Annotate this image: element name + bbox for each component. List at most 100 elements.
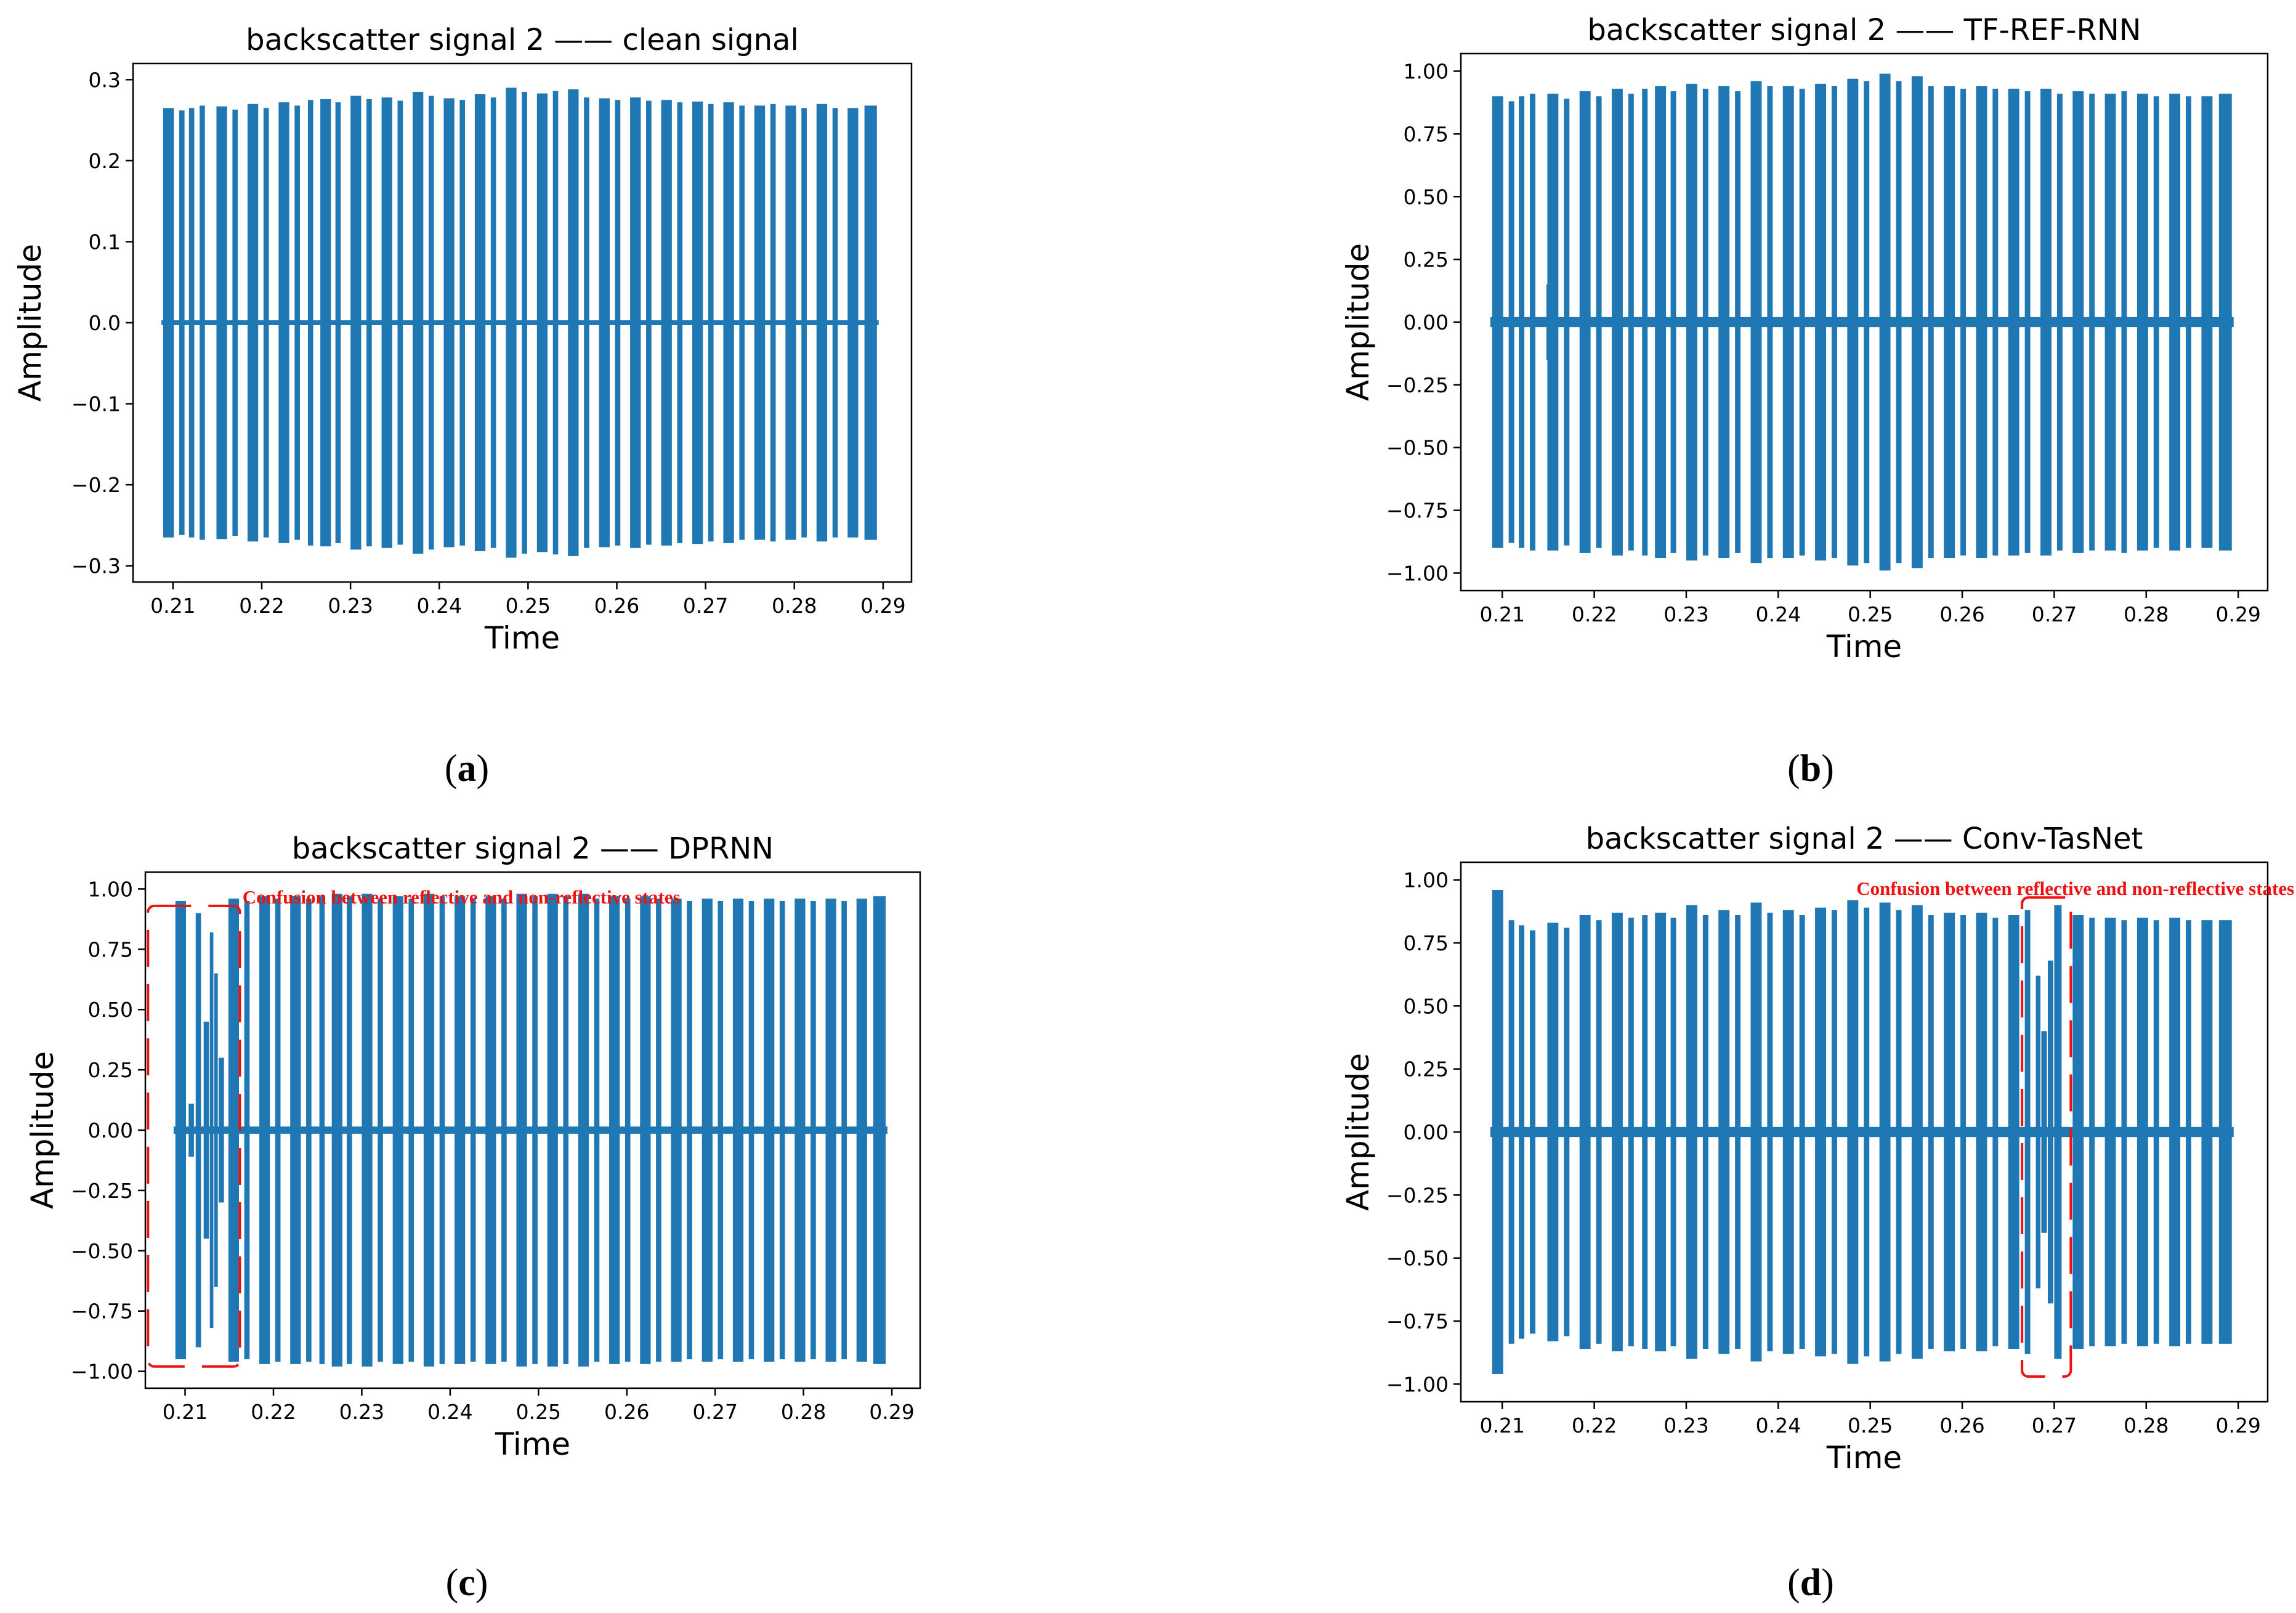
signal-burst — [501, 899, 507, 1362]
y-tick-label: 0.50 — [88, 998, 133, 1022]
signal-burst — [200, 105, 205, 540]
signal-burst — [1928, 915, 1934, 1349]
signal-burst — [1547, 923, 1559, 1341]
signal-burst — [2072, 915, 2084, 1349]
signal-burst — [1547, 94, 1559, 551]
signal-burst — [307, 100, 313, 546]
signal-burst — [536, 93, 548, 552]
signal-burst — [1847, 78, 1859, 566]
y-axis-label: Amplitude — [1340, 1053, 1376, 1211]
chart-panel-d: 0.21 0.22 0.23 0.24 0.25 0.26 0.27 0.28 0.29 −1.0… — [1340, 822, 2294, 1604]
signal-burst — [1767, 912, 1773, 1352]
signal-burst — [275, 899, 281, 1362]
signal-burst — [547, 894, 558, 1367]
x-tick-label: 0.24 — [1756, 1413, 1801, 1437]
x-tick-label: 0.25 — [1848, 1413, 1893, 1437]
panel-label-letter: c — [458, 1562, 475, 1604]
signal-burst — [490, 97, 496, 548]
panel-label-letter: a — [458, 748, 477, 790]
y-tick-label: −1.00 — [1386, 1372, 1449, 1396]
signal-burst — [2153, 920, 2159, 1344]
x-tick-label: 0.24 — [416, 594, 461, 618]
x-tick-label: 0.23 — [1663, 1413, 1708, 1437]
panel-label: (c) — [446, 1562, 488, 1604]
x-tick-label: 0.28 — [772, 594, 817, 618]
signal-burst — [1911, 905, 1923, 1359]
panel-label-close-paren: ) — [475, 1562, 488, 1604]
signal-burst — [1702, 89, 1708, 556]
signal-burst — [1864, 907, 1870, 1357]
signal-burst — [1519, 925, 1525, 1339]
x-tick-label: 0.22 — [239, 594, 284, 618]
signal-burst — [1750, 902, 1762, 1362]
annotation-text: Confusion between reflective and non-ref… — [243, 886, 681, 908]
signal-burst — [522, 92, 527, 554]
signal-burst — [1896, 910, 1902, 1354]
x-tick-label: 0.21 — [163, 1400, 208, 1424]
signal-burst — [306, 899, 312, 1362]
signal-burst — [2072, 91, 2084, 553]
x-tick-label: 0.25 — [1848, 602, 1893, 626]
y-tick-label: 0.50 — [1404, 994, 1449, 1018]
signal-burst — [532, 896, 538, 1364]
y-tick-label: 0.00 — [88, 1118, 133, 1142]
panel-label: (b) — [1787, 748, 1834, 790]
y-tick-label: −0.75 — [1386, 1309, 1449, 1333]
signal-burst — [516, 894, 527, 1367]
signal-burst — [732, 899, 744, 1362]
signal-burst — [718, 900, 724, 1360]
signal-burst — [188, 108, 195, 538]
signal-burst — [1782, 86, 1794, 559]
x-tick-label: 0.28 — [2124, 1413, 2169, 1437]
y-tick-label: −0.75 — [71, 1300, 133, 1324]
x-tick-label: 0.27 — [2032, 602, 2077, 626]
x-axis-label: Time — [495, 1426, 570, 1462]
signal-burst — [1492, 890, 1503, 1374]
signal-burst — [801, 108, 807, 538]
signal-burst — [216, 106, 227, 540]
signal-burst — [656, 899, 661, 1362]
signal-burst — [770, 103, 776, 542]
signal-burst — [1960, 915, 1967, 1349]
signal-burst — [1767, 86, 1773, 559]
signal-burst — [764, 899, 775, 1362]
y-tick-label: −0.75 — [1386, 499, 1449, 523]
x-tick-label: 0.21 — [1479, 602, 1524, 626]
chart-title: backscatter signal 2 —— Conv-TasNet — [1586, 822, 2143, 856]
panel-label: (a) — [445, 748, 489, 790]
signal-burst — [1831, 910, 1837, 1354]
signal-burst — [2136, 918, 2148, 1346]
signal-burst — [873, 896, 886, 1364]
signal-burst — [615, 100, 621, 546]
panel-label-open-paren: ( — [446, 1562, 459, 1604]
signal-burst — [748, 900, 754, 1360]
signal-burst — [810, 900, 816, 1360]
signal-burst — [439, 896, 445, 1364]
y-axis-label: Amplitude — [25, 1051, 60, 1209]
signal-burst — [1642, 915, 1648, 1349]
signal-burst — [2186, 920, 2192, 1344]
x-tick-label: 0.23 — [339, 1400, 384, 1424]
signal-burst — [1879, 73, 1891, 571]
signal-burst — [1628, 94, 1634, 551]
y-tick-label: −0.25 — [1386, 1183, 1449, 1207]
signal-burst — [335, 102, 341, 543]
signal-burst — [1911, 76, 1923, 568]
x-tick-label: 0.28 — [781, 1400, 826, 1424]
signal-burst — [408, 899, 414, 1362]
signal-burst — [2121, 920, 2127, 1344]
x-axis-label: Time — [484, 620, 560, 656]
y-tick-label: 0.00 — [1404, 310, 1449, 334]
y-tick-label: 0.25 — [88, 1058, 133, 1082]
signal-burst — [785, 105, 796, 540]
signal-burst — [661, 100, 672, 546]
signal-burst — [1508, 920, 1514, 1344]
signal-burst — [609, 896, 620, 1364]
signal-burst — [578, 894, 589, 1367]
signal-burst — [2169, 94, 2181, 551]
signal-burst — [331, 894, 342, 1367]
signal-burst — [2201, 920, 2213, 1344]
signal-burst — [1670, 918, 1676, 1346]
signal-burst — [594, 899, 600, 1362]
